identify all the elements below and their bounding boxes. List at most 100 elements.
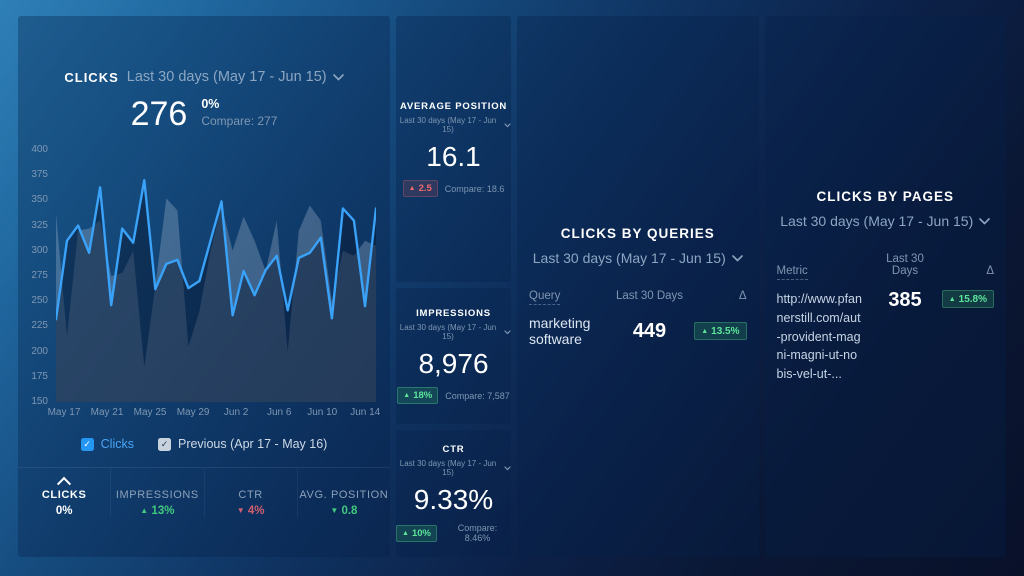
clicks-panel-title: CLICKS [64,69,119,85]
clicks-compare: Compare: 277 [201,114,278,128]
metric-selector: CLICKS 0% IMPRESSIONS ▲ 13% CTR ▼ 4% AVG… [18,467,390,557]
kpi-value: 8,976 [418,348,489,379]
clicks-area-fill [56,180,376,402]
x-axis-tick: Jun 10 [307,407,338,418]
legend-item-clicks[interactable]: ✓ Clicks [80,437,134,451]
metric-tab-impressions[interactable]: IMPRESSIONS ▲ 13% [110,468,203,517]
kpi-column: AVERAGE POSITION Last 30 days (May 17 - … [396,16,511,557]
x-axis-labels: May 17 May 21 May 25 May 29 Jun 2 Jun 6 Jun 10… [48,407,381,421]
dashboard: CLICKS Last 30 days (May 17 - Jun 15) 27… [18,16,1006,557]
x-axis-tick: Jun 2 [223,407,249,418]
column-header-delta[interactable]: Δ [986,265,994,278]
chevron-down-icon [731,254,743,261]
y-axis-tick: 300 [31,244,48,256]
column-header-query[interactable]: Query [529,290,607,305]
chevron-down-icon [504,122,511,127]
metric-tab-label: AVG. POSITION [299,489,389,501]
pages-table-header: Metric Last 30 Days Δ [776,253,994,281]
previous-area-series [56,198,376,402]
y-axis-tick: 275 [31,269,48,281]
metric-tab-label: CLICKS [41,489,87,501]
clicks-line-chart[interactable] [56,150,376,402]
y-axis-tick: 250 [31,295,48,307]
kpi-date-range-dropdown[interactable]: Last 30 days (May 17 - Jun 15) [396,116,511,134]
metric-tab-delta: ▼ 0.8 [330,505,358,517]
chevron-down-icon [504,329,511,334]
metric-tab-delta: 0% [55,505,73,517]
queries-date-range-dropdown[interactable]: Last 30 days (May 17 - Jun 15) [529,250,747,266]
clicks-date-range-dropdown[interactable]: Last 30 days (May 17 - Jun 15) [127,69,344,85]
query-change-badge: ▲ 13.5% [694,322,747,340]
metric-tab-ctr[interactable]: CTR ▼ 4% [203,468,297,517]
kpi-value: 9.33% [413,484,494,515]
clicks-value: 276 [130,95,188,133]
x-axis-tick: May 21 [90,407,124,418]
kpi-title: IMPRESSIONS [416,308,491,319]
metric-tab-delta: ▲ 13% [140,505,175,517]
kpi-compare: Compare: 8.46% [457,523,498,543]
legend-item-previous[interactable]: ✓ Previous (Apr 17 - May 16) [157,437,328,451]
queries-table-header: Query Last 30 Days Δ [529,290,747,305]
metric-tab-clicks[interactable]: CLICKS 0% [18,468,110,517]
kpi-date-range-label: Last 30 days (May 17 - Jun 15) [399,459,497,477]
page-change-badge: ▲ 15.8% [941,290,994,309]
y-axis-tick: 175 [31,370,48,382]
queries-panel: CLICKS BY QUERIES Last 30 days (May 17 -… [517,16,759,557]
chevron-down-icon [979,217,991,224]
metric-tab-label: IMPRESSIONS [115,489,199,501]
page-value: 385 [888,289,922,312]
legend-previous-label: Previous (Apr 17 - May 16) [177,437,328,451]
kpi-date-range-dropdown[interactable]: Last 30 days (May 17 - Jun 15) [396,459,511,477]
metric-tab-delta: ▼ 4% [236,505,265,517]
legend-clicks-label: Clicks [100,437,134,451]
clicks-date-range-label: Last 30 days (May 17 - Jun 15) [126,69,327,85]
queries-date-range-label: Last 30 days (May 17 - Jun 15) [532,250,726,266]
y-axis-tick: 350 [31,194,48,206]
y-axis-tick: 225 [31,320,48,332]
x-axis-tick: May 29 [176,407,210,418]
kpi-change-badge: ▲ 2.5 [402,180,438,197]
column-header-last-30-days[interactable]: Last 30 Days [886,253,924,278]
metric-tab-avg-position[interactable]: AVG. POSITION ▼ 0.8 [296,468,390,517]
pages-panel: CLICKS BY PAGES Last 30 days (May 17 - J… [764,16,1006,557]
kpi-change-badge: ▲ 10% [396,524,437,542]
table-row[interactable]: marketing software 449 ▲ 13.5% [529,315,747,347]
clicks-panel: CLICKS Last 30 days (May 17 - Jun 15) 27… [18,16,390,557]
clicks-checkbox[interactable]: ✓ [80,437,94,451]
kpi-impressions-panel: IMPRESSIONS Last 30 days (May 17 - Jun 1… [396,288,511,424]
pages-date-range-dropdown[interactable]: Last 30 days (May 17 - Jun 15) [777,213,995,229]
x-axis-tick: May 25 [133,407,167,418]
y-axis-tick: 325 [31,219,48,231]
query-name: marketing software [529,315,591,347]
y-axis-tick: 200 [31,345,48,357]
kpi-date-range-dropdown[interactable]: Last 30 days (May 17 - Jun 15) [396,323,511,341]
query-value: 449 [632,320,667,342]
column-header-last-30-days[interactable]: Last 30 Days [615,290,684,302]
kpi-compare: Compare: 18.6 [444,183,505,194]
kpi-date-range-label: Last 30 days (May 17 - Jun 15) [399,116,497,134]
kpi-title: AVERAGE POSITION [399,101,508,112]
previous-checkbox[interactable]: ✓ [157,437,171,451]
column-header-delta[interactable]: Δ [738,290,747,302]
clicks-line-series [56,179,376,321]
kpi-compare: Compare: 7,587 [445,390,510,401]
x-axis-tick: Jun 14 [350,407,381,418]
chart-legend: ✓ Clicks ✓ Previous (Apr 17 - May 16) [18,433,390,455]
x-axis-tick: Jun 6 [266,407,292,418]
x-axis-tick: May 17 [47,407,81,418]
metric-tab-label: CTR [238,489,263,501]
kpi-average-position-panel: AVERAGE POSITION Last 30 days (May 17 - … [396,16,511,282]
kpi-change-badge: ▲ 18% [397,387,439,404]
y-axis-tick: 375 [31,169,48,181]
table-row[interactable]: http://www.pfannerstill.com/aut-providen… [776,289,994,384]
kpi-ctr-panel: CTR Last 30 days (May 17 - Jun 15) 9.33%… [396,430,511,557]
pages-date-range-label: Last 30 days (May 17 - Jun 15) [780,213,974,230]
chevron-down-icon [504,465,511,470]
column-header-metric[interactable]: Metric [776,265,875,281]
kpi-title: CTR [442,444,465,455]
y-axis-labels: 400 375 350 325 300 275 250 225 200 175 150 [26,145,56,407]
page-url: http://www.pfannerstill.com/aut-providen… [776,292,862,382]
y-axis-tick: 400 [31,144,48,155]
queries-title: CLICKS BY QUERIES [560,226,715,241]
clicks-delta: 0% [201,97,220,111]
